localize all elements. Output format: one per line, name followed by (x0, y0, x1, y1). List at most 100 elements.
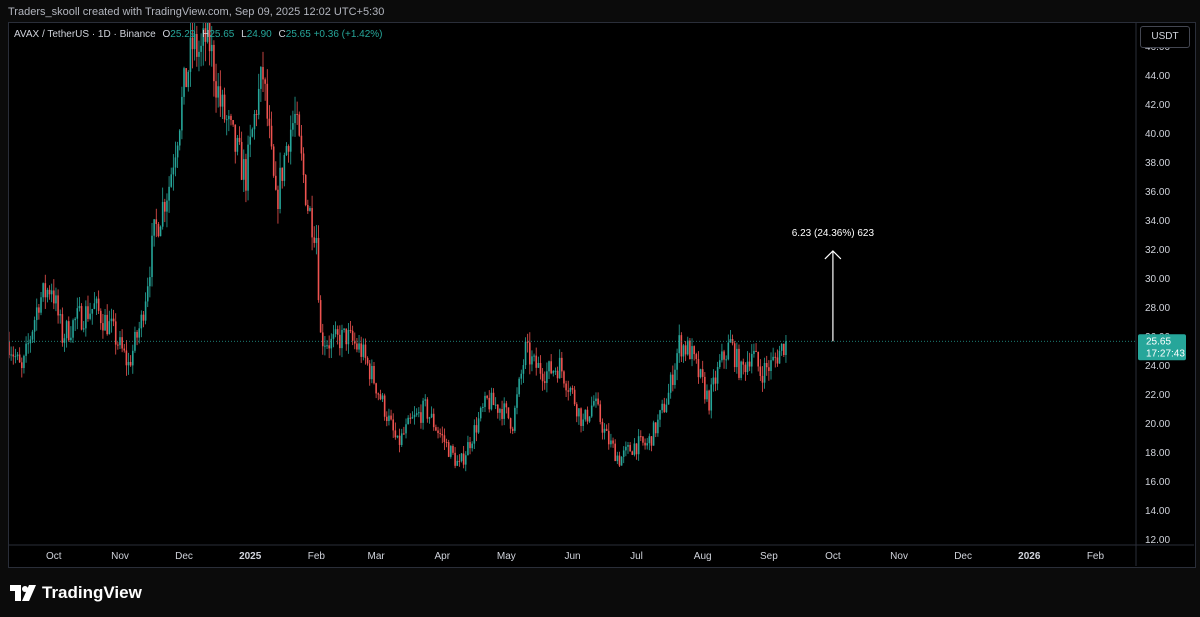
candle-body (439, 433, 441, 435)
candle-body (38, 307, 40, 313)
x-axis-tick-label: Dec (954, 551, 972, 562)
candle-body (264, 79, 266, 84)
candle-body (586, 409, 589, 422)
candle-body (422, 400, 424, 423)
candle-body (44, 283, 47, 298)
candle-body (460, 453, 463, 462)
candle-body (178, 130, 181, 146)
currency-button[interactable]: USDT (1140, 26, 1190, 48)
candle-body (285, 146, 288, 156)
y-axis-tick-label: 36.00 (1145, 187, 1170, 198)
candle-body (567, 390, 570, 392)
candle-body (482, 406, 484, 408)
candle-body (379, 394, 382, 400)
candle-body (646, 443, 649, 446)
candle-body (424, 399, 427, 401)
y-axis-tick-label: 22.00 (1145, 390, 1170, 401)
candle-body (381, 395, 384, 400)
candle-body (714, 377, 717, 384)
candle-body (742, 361, 745, 365)
candle-body (121, 337, 123, 349)
candle-body (31, 331, 34, 340)
candle-body (654, 422, 657, 434)
candle-body (582, 419, 584, 426)
candle-body (529, 342, 531, 365)
x-axis-tick-label: Oct (825, 551, 841, 562)
candle-body (494, 404, 497, 406)
low-label: L (241, 29, 247, 40)
candle-body (298, 114, 301, 136)
candle-body (304, 175, 307, 206)
candle-body (25, 343, 27, 356)
high-value: 25.65 (209, 29, 235, 40)
candle-body (588, 416, 591, 422)
candle-body (706, 390, 708, 400)
y-axis-tick-label: 38.00 (1145, 158, 1170, 169)
candle-body (642, 436, 644, 443)
candle-body (768, 367, 770, 371)
x-axis-tick-label: Aug (694, 551, 712, 562)
candle-body (736, 348, 738, 368)
candle-body (46, 289, 49, 298)
candle-body (78, 306, 81, 309)
candle-body (289, 129, 292, 152)
candle-body (140, 314, 143, 329)
candle-body (763, 362, 766, 383)
candle-body (311, 208, 313, 238)
candle-body (501, 409, 503, 419)
candle-body (755, 350, 757, 352)
candle-body (469, 442, 471, 449)
candle-body (492, 392, 495, 406)
candle-body (657, 419, 659, 434)
candle-body (260, 67, 262, 89)
candle-body (74, 318, 76, 321)
candle-body (669, 374, 672, 393)
candle-body (181, 96, 183, 131)
candle-body (629, 445, 631, 452)
symbol-title[interactable]: AVAX / TetherUS · 1D · Binance (14, 29, 156, 40)
x-axis-tick-label: Jun (564, 551, 580, 562)
candle-body (215, 81, 217, 98)
candle-body (648, 436, 651, 444)
y-axis-tick-label: 30.00 (1145, 274, 1170, 285)
chart-pane[interactable] (8, 22, 1196, 568)
candle-body (223, 94, 226, 120)
candle-body (153, 219, 155, 236)
tradingview-logo[interactable]: TradingView (10, 583, 142, 603)
candle-body (637, 436, 640, 455)
candle-body (499, 409, 501, 413)
candle-body (390, 415, 392, 420)
candle-body (95, 298, 98, 304)
candle-body (554, 370, 557, 372)
candle-body (746, 361, 749, 373)
close-value: 25.65 (285, 29, 311, 40)
candle-body (678, 335, 681, 354)
candle-body (294, 113, 296, 124)
candle-body (247, 144, 249, 191)
candle-body (55, 295, 57, 304)
candle-body (420, 412, 422, 423)
candle-body (689, 340, 691, 360)
candle-body (445, 442, 448, 444)
candle-body (217, 86, 219, 98)
candle-body (411, 417, 414, 419)
x-axis-tick-label: Apr (435, 551, 451, 562)
candle-body (240, 141, 243, 180)
candle-body (633, 443, 636, 455)
candle-body (383, 395, 386, 417)
candle-body (663, 403, 666, 413)
candle-body (464, 455, 467, 465)
candle-body (12, 354, 15, 357)
candle-body (593, 401, 595, 406)
candle-body (33, 320, 36, 332)
candle-body (565, 383, 567, 391)
candle-body (242, 159, 245, 180)
candle-body (516, 394, 518, 408)
candle-body (770, 360, 772, 371)
candle-body (245, 159, 247, 191)
open-value: 25.29 (170, 29, 196, 40)
y-axis-tick-label: 34.00 (1145, 216, 1170, 227)
candle-body (750, 353, 753, 367)
candle-body (108, 321, 111, 335)
